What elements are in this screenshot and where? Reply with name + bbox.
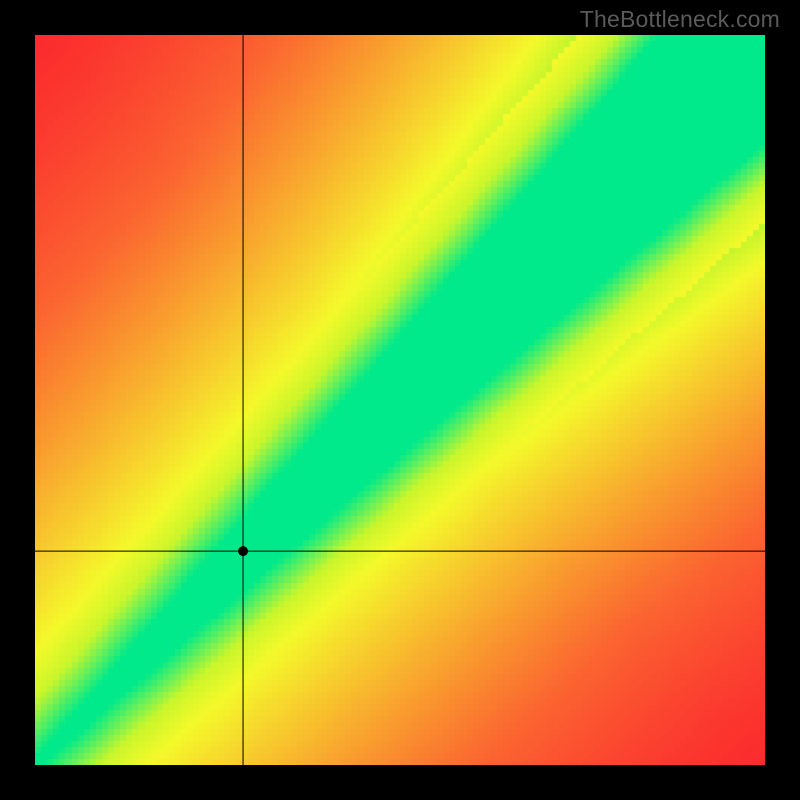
watermark: TheBottleneck.com [580,6,780,33]
heatmap-canvas [35,35,765,765]
bottleneck-heatmap [35,35,765,765]
